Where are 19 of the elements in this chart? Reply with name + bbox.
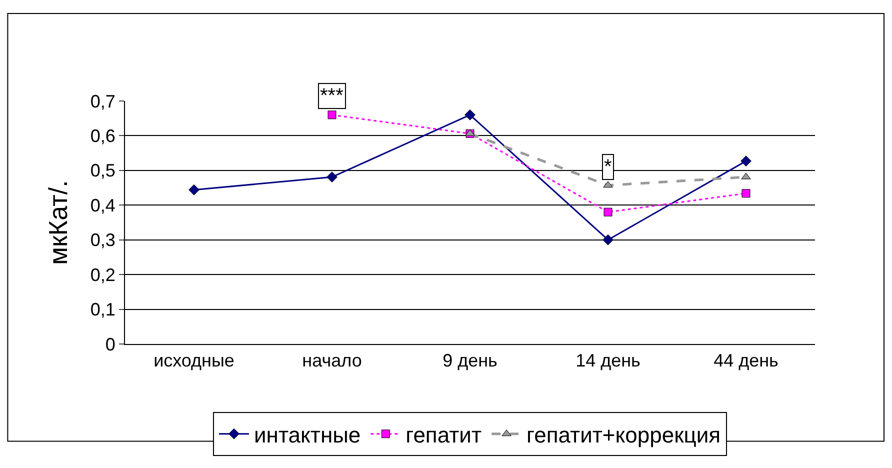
x-tick-label: начало xyxy=(302,350,362,371)
x-tick-label: 44 день xyxy=(714,350,778,371)
y-tick-label: 0,3 xyxy=(90,230,116,250)
y-tick-label: 0,2 xyxy=(90,264,116,285)
legend-label: гепатит+коррекция xyxy=(526,422,721,448)
y-tick-label: 0,6 xyxy=(90,126,116,146)
annotation: * xyxy=(604,156,612,178)
y-tick-label: 0,1 xyxy=(90,300,116,320)
annotation: *** xyxy=(320,85,344,107)
x-tick-label: 14 день xyxy=(576,350,640,371)
y-tick-label: 0,5 xyxy=(90,160,116,181)
x-tick-label: 9 день xyxy=(442,350,498,371)
x-tick-label: исходные xyxy=(154,350,234,371)
legend-label: гепатит xyxy=(406,422,482,448)
y-tick-label: 0,7 xyxy=(90,91,116,112)
y-axis-title: мкКат/. xyxy=(42,180,73,265)
y-tick-label: 0,4 xyxy=(90,195,116,216)
legend-label: интактные xyxy=(254,422,361,448)
y-tick-label: 0 xyxy=(105,334,116,354)
